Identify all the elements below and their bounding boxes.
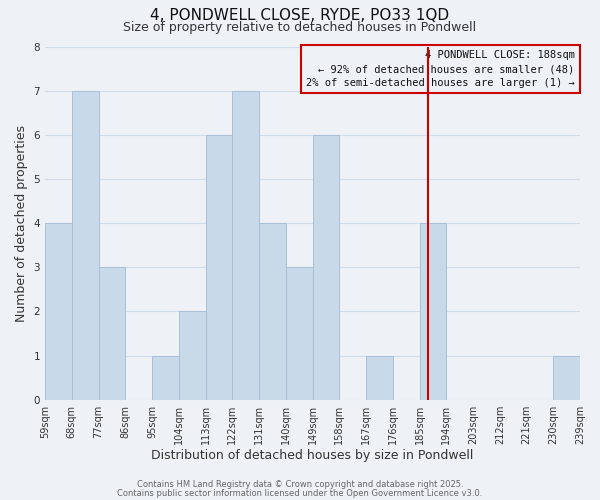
Bar (419, 223, 446, 400)
Bar (259, 223, 286, 400)
Text: 4, PONDWELL CLOSE, RYDE, PO33 1QD: 4, PONDWELL CLOSE, RYDE, PO33 1QD (151, 8, 449, 22)
Y-axis label: Number of detached properties: Number of detached properties (15, 124, 28, 322)
Bar (553, 356, 580, 400)
Bar (366, 356, 393, 400)
Bar (98, 268, 125, 400)
Bar (72, 90, 98, 400)
Text: 4 PONDWELL CLOSE: 188sqm
← 92% of detached houses are smaller (48)
2% of semi-de: 4 PONDWELL CLOSE: 188sqm ← 92% of detach… (306, 50, 575, 88)
Text: Contains public sector information licensed under the Open Government Licence v3: Contains public sector information licen… (118, 489, 482, 498)
Bar (152, 356, 179, 400)
Bar (286, 268, 313, 400)
Bar (313, 135, 339, 400)
Bar (45, 223, 72, 400)
Bar (206, 135, 232, 400)
Bar (232, 90, 259, 400)
Text: Size of property relative to detached houses in Pondwell: Size of property relative to detached ho… (124, 21, 476, 34)
X-axis label: Distribution of detached houses by size in Pondwell: Distribution of detached houses by size … (151, 450, 474, 462)
Bar (179, 312, 206, 400)
Text: Contains HM Land Registry data © Crown copyright and database right 2025.: Contains HM Land Registry data © Crown c… (137, 480, 463, 489)
